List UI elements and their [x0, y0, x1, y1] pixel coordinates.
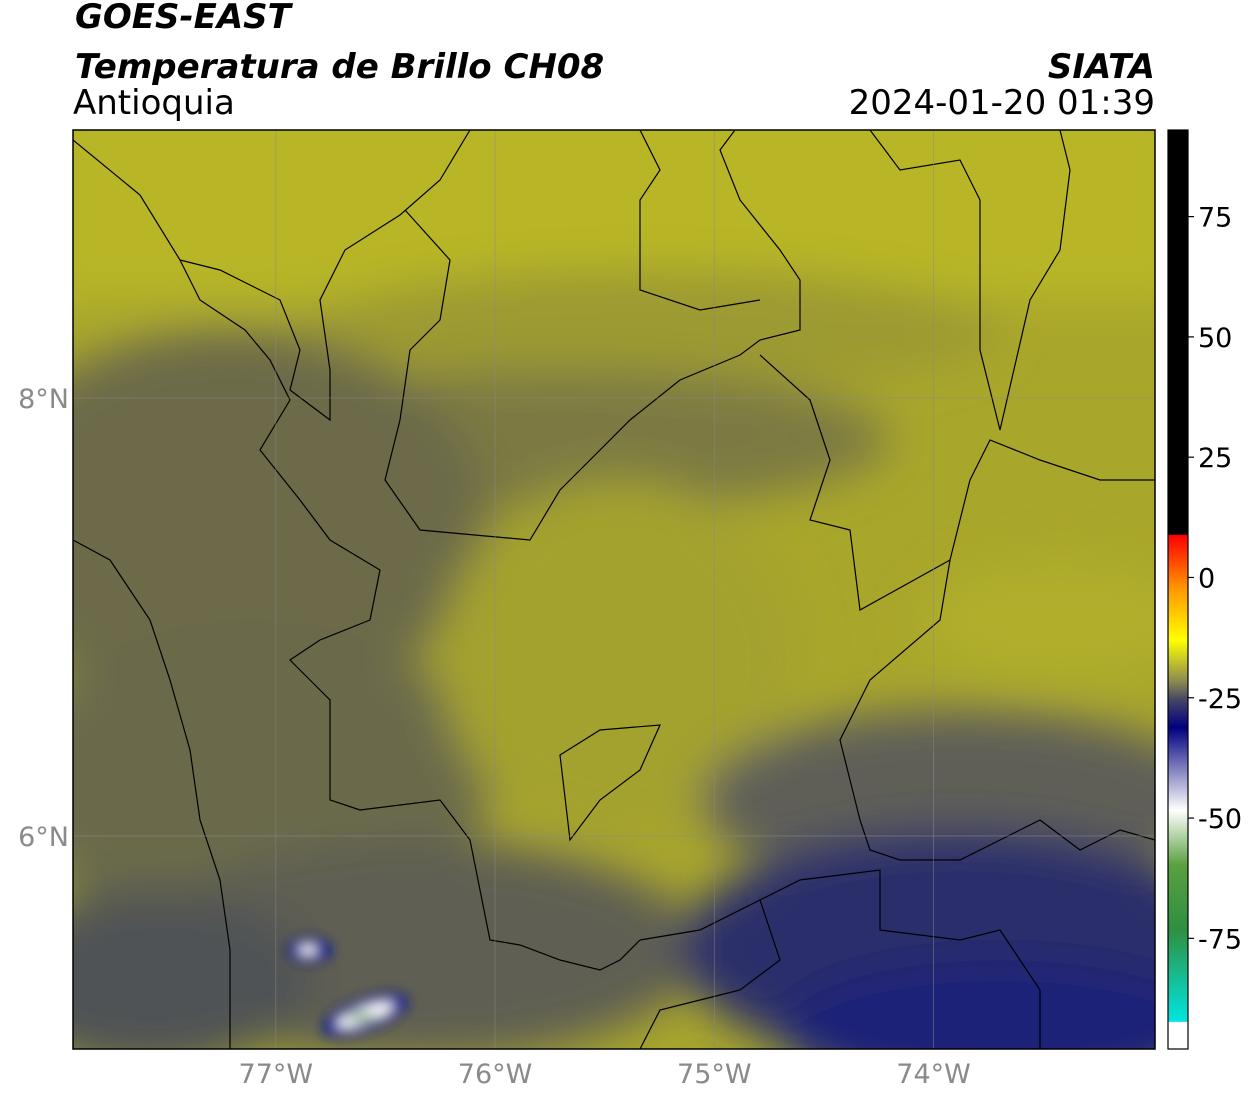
lon-tick-label: 76°W: [458, 1059, 533, 1090]
colorbar-tick-label: 50: [1198, 323, 1232, 354]
colorbar-tick-label: -50: [1198, 804, 1242, 835]
colorbar-tick-label: 0: [1198, 563, 1215, 594]
source: SIATA: [1048, 47, 1155, 87]
timestamp: 2024-01-20 01:39: [849, 83, 1155, 123]
region: Antioquia: [73, 83, 235, 123]
subtitle: Temperatura de Brillo CH08: [75, 47, 604, 87]
colorbar-tick-label: -25: [1198, 684, 1242, 715]
lat-tick-label: 6°N: [18, 822, 69, 853]
colorbar: [1167, 129, 1189, 1050]
map-frame: [72, 129, 1156, 1050]
colorbar-tick-label: 75: [1198, 203, 1232, 234]
lon-tick-label: 77°W: [239, 1059, 314, 1090]
title: GOES-EAST: [75, 0, 294, 37]
borders: [73, 130, 1155, 1049]
lon-tick-label: 74°W: [896, 1059, 971, 1090]
map-image: [73, 130, 1155, 1049]
colorbar-tick-label: 25: [1198, 443, 1232, 474]
lon-tick-label: 75°W: [677, 1059, 752, 1090]
colorbar-tick-label: -75: [1198, 924, 1242, 955]
lat-tick-label: 8°N: [18, 384, 69, 415]
